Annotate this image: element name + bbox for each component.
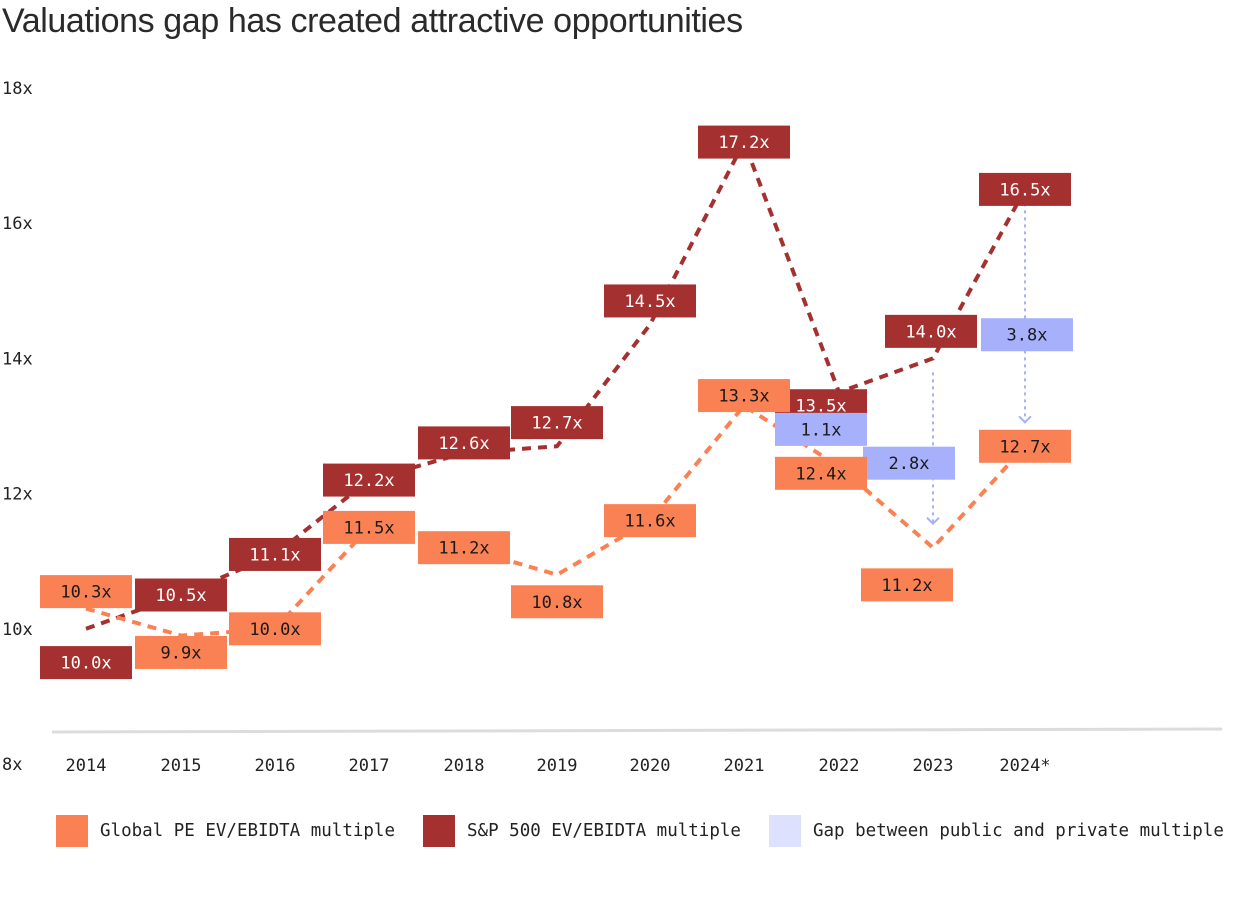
sp500-series-line	[85, 140, 1027, 631]
y-tick-label: 14x	[2, 349, 33, 369]
gap-data-box	[981, 318, 1073, 352]
sp500-data-box	[40, 646, 132, 680]
pe-data-label: 10.8x	[531, 593, 582, 613]
pe-data-box	[323, 510, 415, 544]
sp500-data-box	[135, 578, 227, 612]
legend-label-pe: Global PE EV/EBIDTA multiple	[100, 821, 396, 841]
pe-data-box	[135, 635, 227, 669]
pe-data-label: 13.3x	[718, 387, 769, 407]
pe-data-box	[418, 531, 510, 565]
sp500-data-label: 10.5x	[155, 586, 206, 606]
x-tick-label: 2019	[537, 756, 578, 776]
legend-label-sp: S&P 500 EV/EBIDTA multiple	[467, 821, 741, 841]
legend-item-sp: S&P 500 EV/EBIDTA multiple	[423, 815, 741, 847]
pe-data-label: 11.6x	[624, 512, 675, 532]
y-tick-label: 12x	[2, 485, 33, 505]
sp500-data-box	[323, 463, 415, 497]
sp500-data-label: 11.1x	[249, 545, 300, 565]
x-tick-label: 2017	[349, 756, 390, 776]
gap-data-box	[863, 446, 955, 480]
pe-data-box	[604, 504, 696, 538]
legend-item-pe: Global PE EV/EBIDTA multiple	[56, 815, 395, 847]
sp500-data-label: 12.2x	[343, 471, 394, 491]
x-tick-label: 2018	[444, 756, 485, 776]
gap-data-label: 3.8x	[1007, 326, 1048, 346]
sp500-data-label: 16.5x	[999, 180, 1050, 200]
legend-swatch-sp	[423, 815, 456, 847]
sp500-data-label: 12.7x	[531, 414, 582, 434]
pe-data-label: 11.5x	[343, 518, 394, 538]
x-tick-label: 2020	[630, 756, 671, 776]
pe-data-box	[40, 575, 132, 609]
pe-data-box	[511, 585, 603, 619]
pe-data-box	[861, 568, 953, 602]
chart-legend: Global PE EV/EBIDTA multiple S&P 500 EV/…	[56, 815, 1252, 847]
pe-data-label: 10.0x	[249, 620, 300, 640]
line-chart: 8x 10x 12x 14x 16x 18x 2014 2015 2016 2017 2018 201…	[2, 79, 1223, 776]
x-tick-label: 2024*	[999, 756, 1050, 776]
gap-arrow-head	[1018, 415, 1032, 424]
legend-swatch-pe	[56, 815, 88, 847]
pe-data-box	[698, 379, 790, 413]
sp500-data-box	[604, 284, 696, 318]
pe-data-box	[775, 456, 867, 490]
sp500-data-box	[698, 125, 790, 159]
sp500-data-label: 17.2x	[718, 133, 769, 153]
x-tick-label: 2015	[161, 756, 202, 776]
sp500-data-label: 12.6x	[438, 434, 489, 454]
pe-data-label: 11.2x	[438, 539, 489, 559]
gap-data-label: 2.8x	[889, 454, 930, 474]
sp500-data-box	[511, 406, 603, 440]
x-tick-label: 2023	[913, 756, 954, 776]
legend-item-gap: Gap between public and private multiple	[768, 815, 1224, 847]
x-tick-label: 2022	[819, 756, 860, 776]
sp500-data-box	[979, 172, 1071, 206]
x-tick-label: 2014	[66, 756, 107, 776]
sp500-data-box	[229, 537, 321, 571]
legend-swatch-gap	[768, 815, 801, 847]
pe-data-label: 12.4x	[795, 464, 846, 484]
gap-arrow-head	[926, 516, 940, 526]
chart-title: Valuations gap has created attractive op…	[2, 2, 743, 40]
x-axis-baseline	[51, 727, 1223, 734]
y-tick-label: 10x	[2, 620, 33, 640]
sp500-data-label: 10.0x	[60, 654, 111, 674]
x-tick-label: 2016	[255, 756, 296, 776]
sp500-data-label: 14.0x	[905, 322, 956, 342]
legend-label-gap: Gap between public and private multiple	[812, 821, 1224, 841]
gap-data-box	[775, 412, 867, 446]
sp500-data-box	[885, 314, 977, 348]
pe-data-label: 10.3x	[60, 583, 111, 603]
pe-data-label: 12.7x	[999, 437, 1050, 457]
pe-data-box	[229, 612, 321, 646]
pe-data-box	[979, 429, 1071, 463]
sp500-data-box	[418, 426, 510, 460]
pe-data-label: 11.2x	[881, 576, 932, 596]
y-tick-label: 18x	[2, 79, 33, 99]
sp500-data-label: 14.5x	[624, 292, 675, 312]
y-tick-label: 8x	[2, 755, 22, 775]
sp500-data-label: 13.5x	[795, 397, 846, 417]
pe-data-label: 9.9x	[161, 643, 202, 663]
gap-data-label: 1.1x	[801, 420, 842, 440]
x-tick-label: 2021	[724, 756, 765, 776]
y-tick-label: 16x	[2, 214, 33, 234]
